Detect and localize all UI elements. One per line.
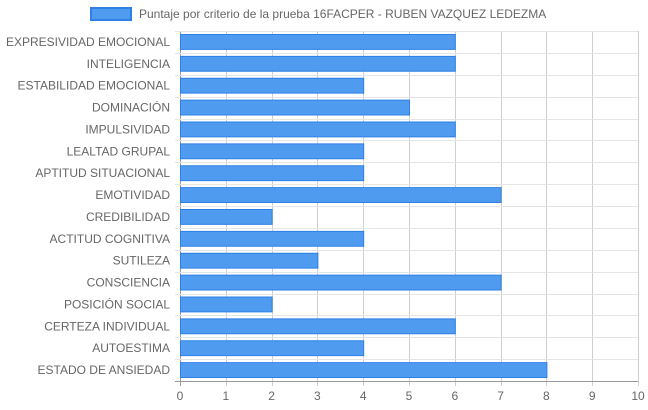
category-label: POSICIÓN SOCIAL	[64, 296, 170, 311]
bar-estabilidad-emocional[interactable]	[180, 77, 365, 94]
x-tick-label: 6	[451, 389, 458, 403]
x-tick-label: 9	[589, 389, 596, 403]
bar-expresividad-emocional[interactable]	[180, 34, 456, 50]
bar-impulsividad[interactable]	[180, 121, 456, 138]
bar-emotividad[interactable]	[180, 187, 502, 203]
bar-sutileza[interactable]	[180, 252, 319, 269]
category-label: CREDIBILIDAD	[86, 210, 170, 224]
category-label: ESTABILIDAD EMOCIONAL	[18, 79, 171, 93]
bar-certeza-individual[interactable]	[180, 318, 456, 335]
bar-aptitud-situacional[interactable]	[180, 165, 365, 182]
x-tick-label: 0	[177, 389, 184, 403]
x-tick-label: 2	[268, 389, 275, 403]
x-tick-label: 4	[360, 389, 367, 403]
category-label: ACTITUD COGNITIVA	[50, 232, 170, 246]
x-tick-label: 8	[543, 389, 550, 403]
bar-credibilidad[interactable]	[180, 209, 273, 225]
category-label: EMOTIVIDAD	[95, 188, 170, 202]
bar-inteligencia[interactable]	[180, 55, 456, 72]
x-tick-label: 10	[631, 389, 645, 403]
category-label: INTELIGENCIA	[87, 57, 170, 71]
x-tick-label: 3	[314, 389, 321, 403]
bars	[180, 34, 548, 378]
x-tick-label: 5	[406, 389, 413, 403]
x-tick-label: 1	[222, 389, 229, 403]
bar-dominación[interactable]	[180, 99, 410, 116]
bar-consciencia[interactable]	[180, 274, 502, 291]
grid-lines	[175, 31, 639, 386]
x-tick-label: 7	[497, 389, 504, 403]
category-label: EXPRESIVIDAD EMOCIONAL	[6, 35, 170, 49]
x-axis-tick-labels: 0 1 2 3 4 5 6 7 8 9 10	[177, 389, 645, 403]
bar-lealtad-grupal[interactable]	[180, 143, 365, 160]
category-labels: EXPRESIVIDAD EMOCIONAL INTELIGENCIA ESTABI…	[6, 35, 170, 377]
category-label: IMPULSIVIDAD	[85, 122, 170, 136]
category-label: LEALTAD GRUPAL	[67, 144, 171, 158]
legend-swatch[interactable]	[90, 7, 132, 21]
category-label: CERTEZA INDIVIDUAL	[44, 319, 170, 333]
category-label: SUTILEZA	[113, 254, 170, 268]
legend-label[interactable]: Puntaje por criterio de la prueba 16FACP…	[139, 7, 546, 21]
category-label: CONSCIENCIA	[87, 276, 170, 290]
bar-autoestima[interactable]	[180, 340, 365, 357]
category-label: APTITUD SITUACIONAL	[35, 166, 170, 180]
category-label: AUTOESTIMA	[92, 341, 170, 355]
category-label: ESTADO DE ANSIEDAD	[38, 363, 171, 377]
legend[interactable]: Puntaje por criterio de la prueba 16FACP…	[90, 7, 546, 21]
category-label: DOMINACIÓN	[92, 100, 170, 115]
bar-posición-social[interactable]	[180, 296, 273, 313]
bar-estado-de-ansiedad[interactable]	[180, 362, 548, 378]
bar-actitud-cognitiva[interactable]	[180, 230, 365, 247]
